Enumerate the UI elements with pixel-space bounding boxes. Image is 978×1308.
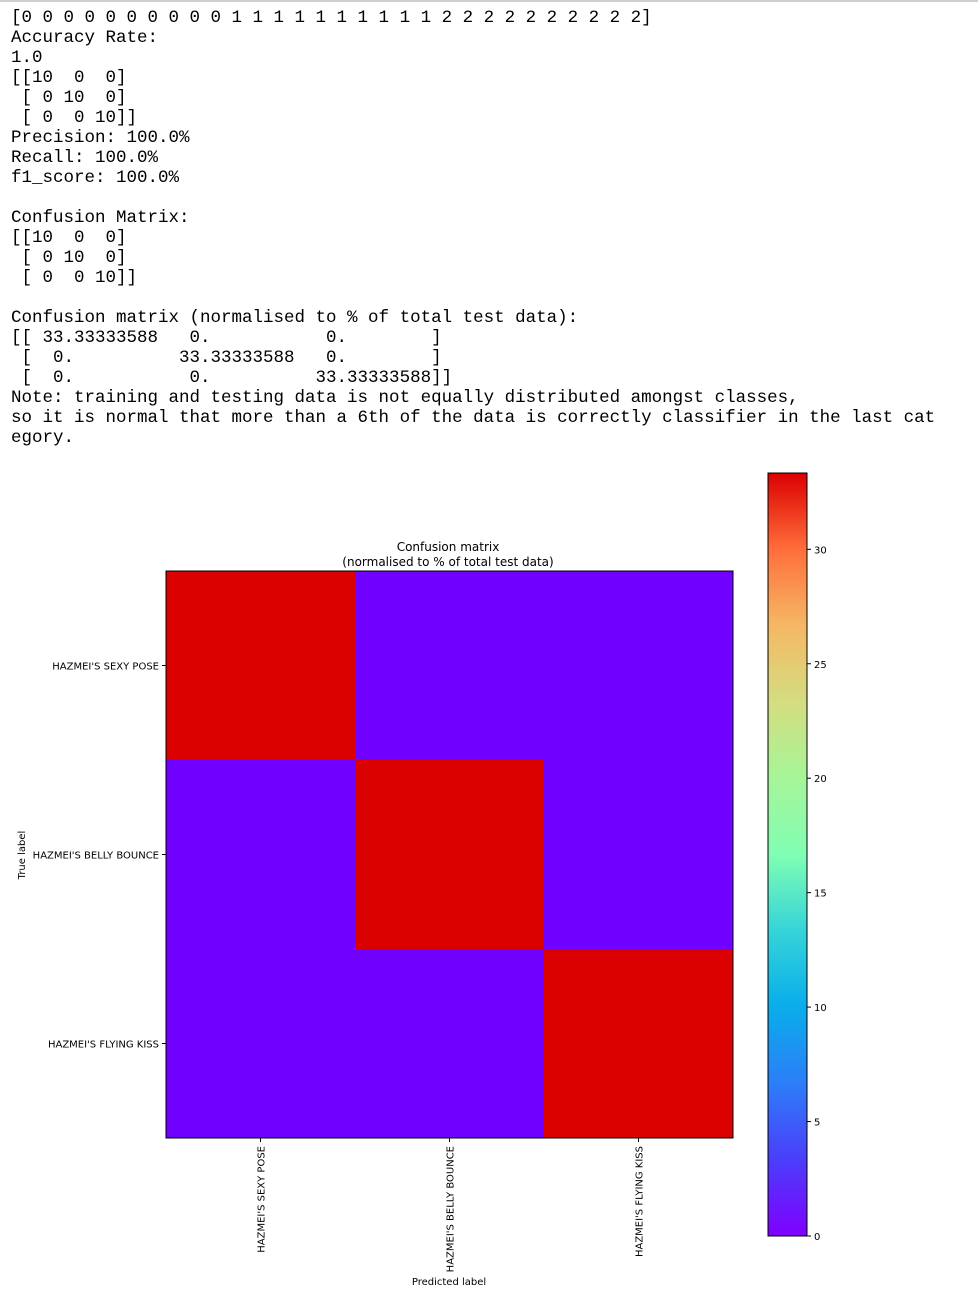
colorbar-tick-label: 5 xyxy=(814,1118,820,1129)
colorbar-tick-label: 15 xyxy=(814,889,827,900)
colorbar xyxy=(767,472,808,1237)
console-line: Recall: 100.0% xyxy=(11,148,159,168)
chart-subtitle: (normalised to % of total test data) xyxy=(342,555,553,569)
console-line: [ 0 10 0] xyxy=(11,248,127,268)
console-line: [[10 0 0] xyxy=(11,68,127,88)
x-tick-label: HAZMEI'S BELLY BOUNCE xyxy=(446,1146,457,1272)
y-axis-label: True label xyxy=(17,831,28,881)
console-line: [ 0 10 0] xyxy=(11,88,127,108)
console-line: Confusion Matrix: xyxy=(11,208,190,228)
console-line: Accuracy Rate: xyxy=(11,28,159,48)
chart-title: Confusion matrix xyxy=(397,540,500,554)
x-tick-label: HAZMEI'S FLYING KISS xyxy=(635,1146,646,1257)
console-line: Precision: 100.0% xyxy=(11,128,190,148)
top-border xyxy=(0,0,978,2)
colorbar-tick-label: 10 xyxy=(814,1003,827,1014)
y-tick-label: HAZMEI'S BELLY BOUNCE xyxy=(33,851,159,862)
x-tick-labels: HAZMEI'S SEXY POSE HAZMEI'S BELLY BOUNCE H… xyxy=(257,1138,646,1272)
console-line: [ 0 0 10]] xyxy=(11,268,138,288)
heatmap-cell xyxy=(166,571,356,761)
console-line: Note: training and testing data is not e… xyxy=(11,388,799,408)
heatmap-cell xyxy=(355,571,545,761)
colorbar-tick-label: 30 xyxy=(814,545,827,556)
heatmap-cell xyxy=(544,949,734,1139)
console-line: [0 0 0 0 0 0 0 0 0 0 1 1 1 1 1 1 1 1 1 1… xyxy=(11,8,652,28)
x-axis-label: Predicted label xyxy=(412,1277,486,1288)
console-line: [[10 0 0] xyxy=(11,228,127,248)
heatmap-cell xyxy=(166,949,356,1139)
console-output: [0 0 0 0 0 0 0 0 0 0 1 1 1 1 1 1 1 1 1 1… xyxy=(11,8,935,448)
heatmap-cell xyxy=(166,760,356,950)
console-line: so it is normal that more than a 6th of … xyxy=(11,408,936,428)
console-line: [[ 33.33333588 0. 0. ] xyxy=(11,328,442,348)
x-tick-label: HAZMEI'S SEXY POSE xyxy=(257,1146,268,1253)
heatmap-cell xyxy=(544,571,734,761)
colorbar-tick-label: 0 xyxy=(814,1232,820,1243)
y-tick-labels: HAZMEI'S SEXY POSE HAZMEI'S BELLY BOUNCE H… xyxy=(33,662,166,1051)
y-tick-label: HAZMEI'S FLYING KISS xyxy=(48,1040,159,1051)
console-line: [ 0. 0. 33.33333588]] xyxy=(11,368,453,388)
console-line xyxy=(11,288,935,308)
heatmap-cells xyxy=(166,571,734,1139)
confusion-matrix-figure: Confusion matrix (normalised to % of tot… xyxy=(17,472,827,1288)
console-line xyxy=(11,188,935,208)
y-tick-label: HAZMEI'S SEXY POSE xyxy=(52,662,159,673)
console-line: [ 0 0 10]] xyxy=(11,108,138,128)
console-line: egory. xyxy=(11,428,75,448)
heatmap-cell xyxy=(544,760,734,950)
console-line: 1.0 xyxy=(11,48,43,68)
console-line: [ 0. 33.33333588 0. ] xyxy=(11,348,442,368)
heatmap-cell xyxy=(355,760,545,950)
colorbar-tick-label: 20 xyxy=(814,774,827,785)
heatmap-cell xyxy=(355,949,545,1139)
colorbar-tick-label: 25 xyxy=(814,660,827,671)
console-line: f1_score: 100.0% xyxy=(11,168,180,188)
colorbar-ticks: 0 5 10 15 20 25 30 xyxy=(807,545,827,1243)
console-line: Confusion matrix (normalised to % of tot… xyxy=(11,308,579,328)
